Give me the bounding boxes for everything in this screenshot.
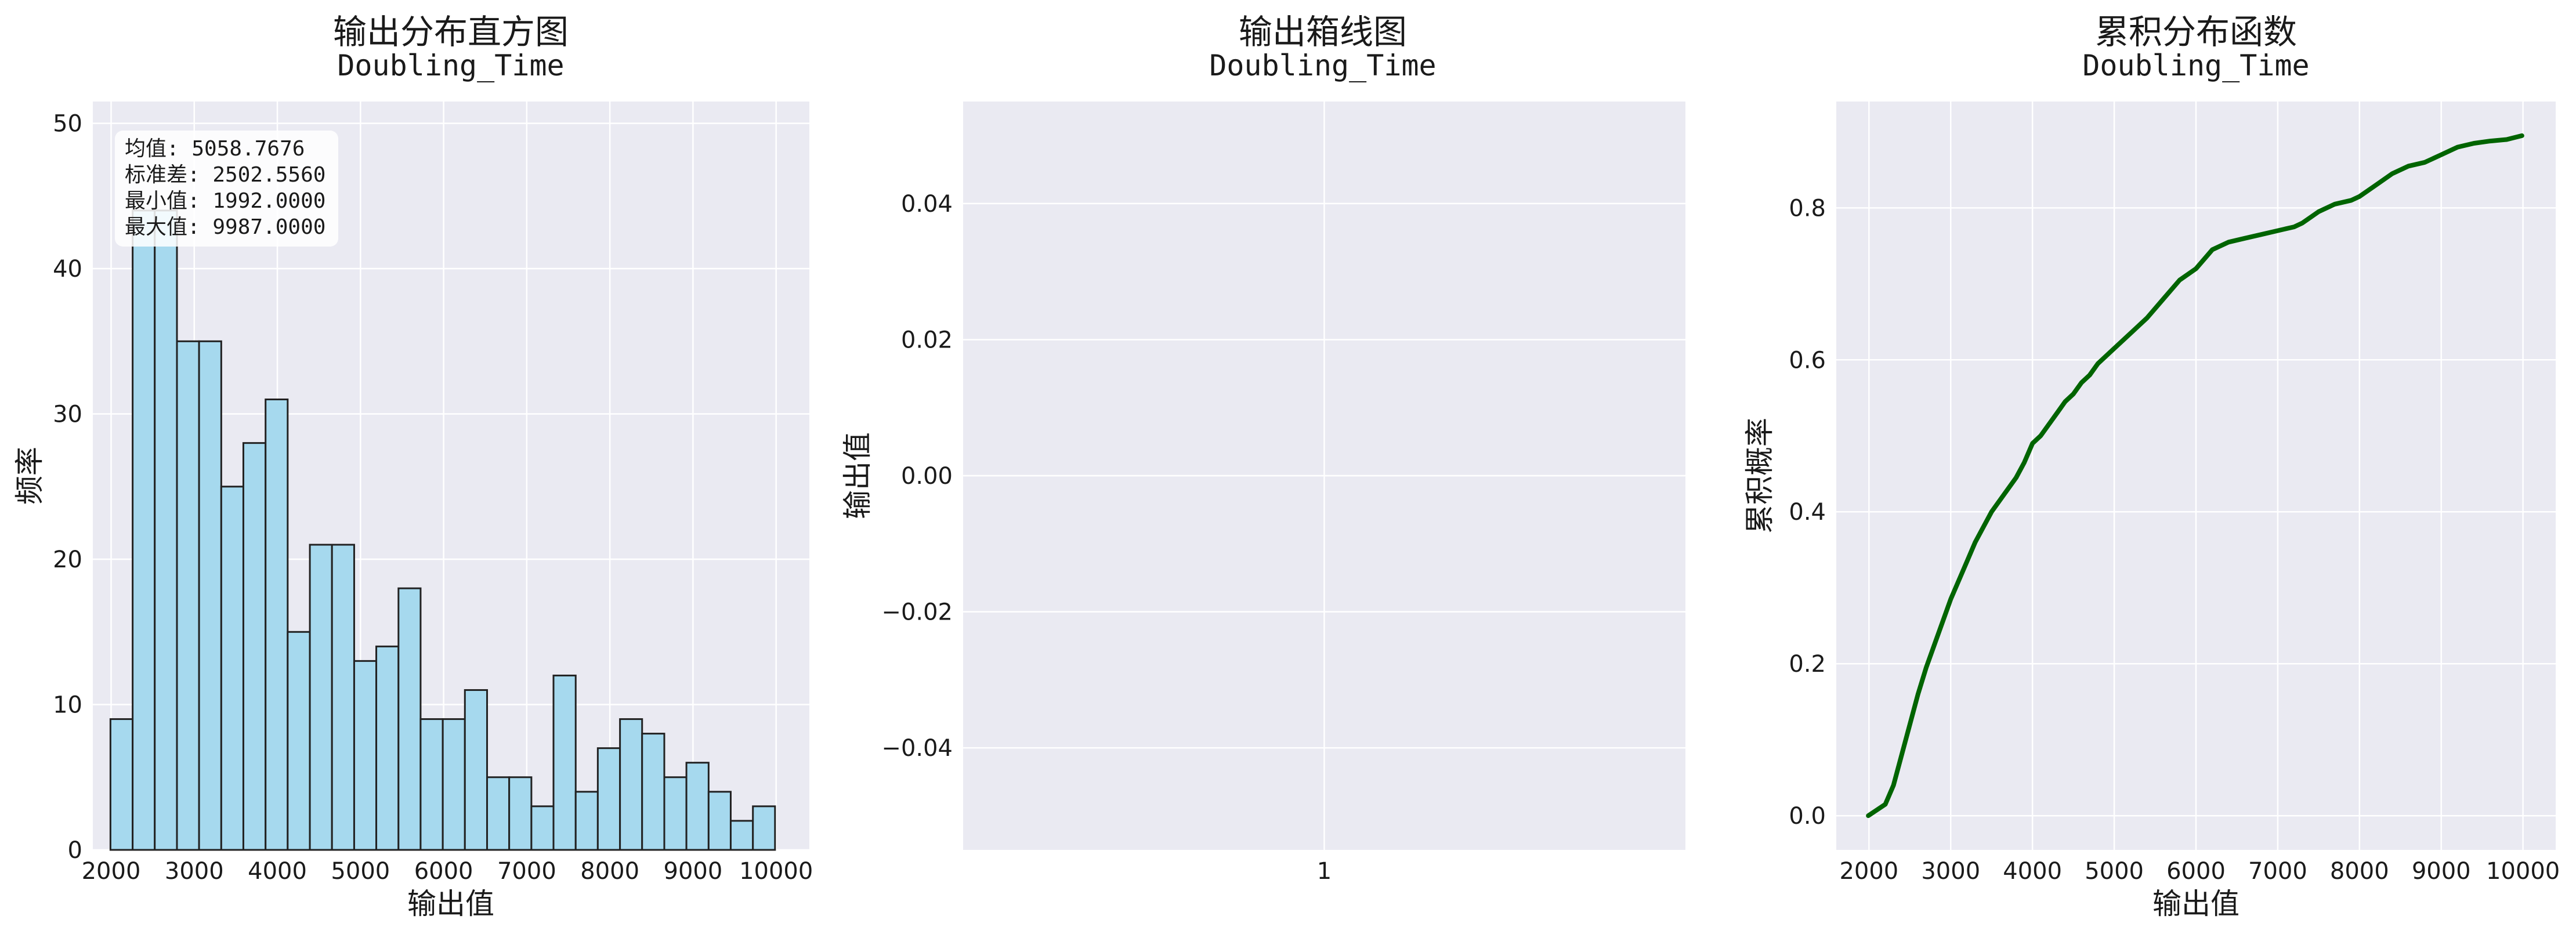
boxplot-y-tick-label: −0.02 — [881, 599, 953, 626]
cdf-y-tick-label: 0.8 — [1789, 195, 1826, 222]
boxplot-subtitle: Doubling_Time — [1209, 49, 1436, 82]
histogram-bar — [419, 718, 444, 851]
histogram-y-tick-label: 50 — [53, 111, 82, 137]
cdf-line — [1866, 133, 2524, 819]
cdf-y-tick-label: 0.6 — [1789, 347, 1826, 374]
boxplot-grid — [963, 102, 1685, 850]
cdf-x-label: 输出值 — [2152, 887, 2239, 921]
histogram-x-tick-label: 8000 — [580, 858, 639, 885]
boxplot-title: 输出箱线图 — [1239, 12, 1407, 52]
histogram-bar — [663, 776, 688, 851]
histogram-bar — [707, 791, 732, 851]
histogram-bar — [176, 340, 200, 851]
histogram-y-tick-label: 40 — [53, 256, 82, 283]
stat-mean: 均值: 5058.7676 — [125, 137, 305, 161]
histogram-y-tick-label: 20 — [53, 546, 82, 573]
histogram-bar — [508, 776, 533, 851]
histogram-bar — [552, 674, 577, 851]
histogram-bar — [486, 776, 511, 851]
histogram-bar — [309, 544, 333, 851]
cdf-title: 累积分布函数 — [2095, 12, 2297, 52]
cdf-y-tick-label: 0.2 — [1789, 651, 1826, 678]
boxplot-panel: 输出箱线图 Doubling_Time 0.04 0.02 0.00 −0.02 −0.… — [841, 12, 1685, 885]
boxplot-x-tick-label: 1 — [1317, 858, 1332, 885]
histogram-bars — [109, 209, 776, 851]
histogram-bar — [353, 660, 378, 851]
histogram-x-tick-label: 7000 — [497, 858, 556, 885]
histogram-x-tick-label: 3000 — [165, 858, 224, 885]
cdf-x-tick-label: 5000 — [2085, 858, 2144, 885]
histogram-y-tick-label: 0 — [68, 837, 82, 864]
histogram-panel: 输出分布直方图 Doubling_Time 2000 3000 4000 5000 60… — [13, 12, 813, 921]
histogram-x-tick-label: 6000 — [414, 858, 473, 885]
boxplot-y-tick-label: 0.00 — [901, 463, 953, 490]
histogram-x-label: 输出值 — [407, 887, 494, 921]
stats-box-background — [115, 131, 338, 247]
cdf-x-tick-label: 6000 — [2166, 858, 2226, 885]
boxplot-y-label: 输出值 — [841, 432, 874, 519]
boxplot-y-tick-label: 0.02 — [901, 327, 953, 353]
cdf-subtitle: Doubling_Time — [2082, 49, 2309, 82]
cdf-y-tick-label: 0.4 — [1789, 499, 1826, 526]
stat-max: 最大值: 9987.0000 — [125, 215, 325, 239]
histogram-x-tick-label: 5000 — [331, 858, 390, 885]
histogram-bar — [752, 805, 776, 851]
histogram-bar — [530, 805, 555, 851]
histogram-bar — [442, 718, 466, 851]
histogram-bar — [685, 762, 710, 851]
cdf-grid — [1836, 102, 2556, 850]
cdf-x-tick-label: 3000 — [1921, 858, 1980, 885]
histogram-x-tick-label: 4000 — [248, 858, 307, 885]
histogram-bar — [242, 442, 267, 851]
cdf-panel: 累积分布函数 Doubling_Time 2000 3000 4000 5000 600… — [1743, 12, 2560, 921]
histogram-bar — [109, 718, 134, 851]
histogram-title: 输出分布直方图 — [333, 12, 569, 52]
cdf-x-tick-label: 4000 — [2003, 858, 2062, 885]
cdf-x-ticks: 2000 3000 4000 5000 6000 7000 8000 9000 10000 — [1839, 858, 2560, 885]
boxplot-y-tick-label: 0.04 — [901, 191, 953, 218]
histogram-bar — [287, 631, 311, 851]
histogram-bar — [574, 791, 599, 851]
histogram-bar — [375, 645, 400, 851]
cdf-y-ticks: 0.0 0.2 0.4 0.6 0.8 — [1789, 195, 1826, 830]
histogram-bar — [198, 340, 222, 851]
histogram-bar — [641, 733, 665, 851]
stats-box: 均值: 5058.7676 标准差: 2502.5560 最小值: 1992.0… — [115, 131, 338, 247]
histogram-y-label: 频率 — [13, 447, 46, 505]
cdf-x-tick-label: 9000 — [2412, 858, 2471, 885]
stat-min: 最小值: 1992.0000 — [125, 189, 325, 213]
boxplot-x-ticks: 1 — [1317, 858, 1332, 885]
cdf-x-tick-label: 10000 — [2486, 858, 2560, 885]
histogram-bar — [331, 544, 355, 851]
boxplot-y-ticks: 0.04 0.02 0.00 −0.02 −0.04 — [881, 191, 953, 762]
histogram-bar — [619, 718, 643, 851]
histogram-bar — [464, 689, 489, 851]
histogram-x-ticks: 2000 3000 4000 5000 6000 7000 8000 9000 10000 — [82, 858, 813, 885]
cdf-y-label: 累积概率 — [1743, 418, 1777, 534]
histogram-subtitle: Doubling_Time — [337, 49, 564, 82]
histogram-x-tick-label: 10000 — [739, 858, 813, 885]
histogram-bar — [220, 486, 244, 851]
boxplot-y-tick-label: −0.04 — [881, 735, 953, 762]
cdf-x-tick-label: 2000 — [1839, 858, 1898, 885]
histogram-bar — [729, 820, 754, 851]
histogram-y-tick-label: 30 — [53, 401, 82, 428]
histogram-y-tick-label: 10 — [53, 692, 82, 719]
histogram-bar — [154, 209, 178, 851]
histogram-bar — [132, 209, 156, 851]
cdf-y-tick-label: 0.0 — [1789, 803, 1826, 830]
cdf-x-tick-label: 8000 — [2330, 858, 2389, 885]
stat-std: 标准差: 2502.5560 — [125, 163, 325, 187]
cdf-x-tick-label: 7000 — [2248, 858, 2307, 885]
histogram-x-tick-label: 9000 — [664, 858, 723, 885]
histogram-y-ticks: 0 10 20 30 40 50 — [53, 111, 82, 864]
histogram-bar — [397, 587, 422, 851]
histogram-bar — [596, 747, 621, 851]
histogram-bar — [265, 398, 289, 851]
histogram-x-tick-label: 2000 — [82, 858, 141, 885]
